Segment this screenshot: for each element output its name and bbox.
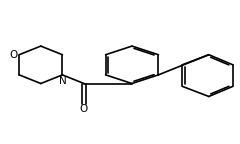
Text: O: O xyxy=(80,104,88,114)
Text: O: O xyxy=(10,50,18,60)
Text: N: N xyxy=(59,76,66,86)
